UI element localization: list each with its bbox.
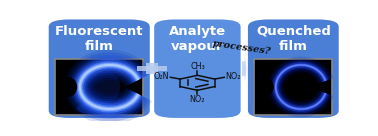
FancyBboxPatch shape xyxy=(55,59,143,115)
Text: Quenched
film: Quenched film xyxy=(256,25,331,53)
Text: O₂N: O₂N xyxy=(153,72,169,81)
Ellipse shape xyxy=(77,102,119,115)
Polygon shape xyxy=(242,54,246,83)
FancyBboxPatch shape xyxy=(146,63,158,74)
Text: NO₂: NO₂ xyxy=(226,72,241,81)
FancyBboxPatch shape xyxy=(254,59,332,115)
Text: processes?: processes? xyxy=(211,39,271,56)
FancyBboxPatch shape xyxy=(49,19,150,118)
Text: CH₃: CH₃ xyxy=(190,62,205,71)
Text: NO₂: NO₂ xyxy=(190,95,205,104)
Ellipse shape xyxy=(258,78,274,95)
Text: Fluorescent
film: Fluorescent film xyxy=(55,25,144,53)
FancyBboxPatch shape xyxy=(154,19,240,118)
FancyBboxPatch shape xyxy=(248,19,339,118)
Text: Analyte
vapour: Analyte vapour xyxy=(169,25,226,53)
Ellipse shape xyxy=(87,70,120,103)
Ellipse shape xyxy=(60,77,77,97)
FancyBboxPatch shape xyxy=(137,66,167,71)
